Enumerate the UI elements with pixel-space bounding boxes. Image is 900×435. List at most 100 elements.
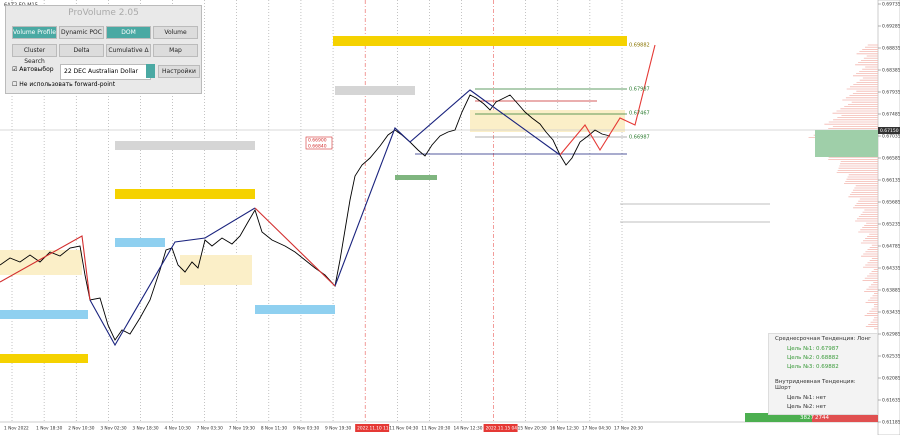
price-label: 0.64785	[882, 244, 900, 250]
zone	[395, 175, 437, 180]
zone	[0, 354, 88, 363]
volume-profile-poc	[815, 130, 878, 157]
time-label: 1 Nov 18:30	[36, 426, 63, 432]
price-axis-bg	[877, 0, 900, 435]
medium-target: Цель №1: 0.67987	[787, 346, 839, 352]
auto-label: Автовыбор	[19, 66, 54, 73]
price-label: 0.63435	[882, 310, 900, 316]
time-label: 2022.11.10 11:30	[357, 426, 396, 432]
settings-button[interactable]: Настройки	[158, 65, 200, 78]
panel-button[interactable]: Dynamic POC	[59, 26, 104, 39]
price-label: 0.68385	[882, 68, 900, 74]
zone	[0, 250, 82, 275]
info-box: Среднесрочная Тенденция: Лонг Цель №1: 0…	[768, 333, 878, 415]
time-label: 9 Nov 03:30	[293, 426, 320, 432]
current-price: 0.67150	[880, 128, 899, 134]
forward-label: Не использовать forward-point	[19, 81, 116, 88]
price-label: 0.67485	[882, 112, 900, 118]
time-label: 3 Nov 18:30	[132, 426, 159, 432]
volume-bar	[745, 413, 878, 422]
time-label: 14 Nov 12:30	[453, 426, 482, 432]
price-label: 0.62085	[882, 376, 900, 382]
zone	[115, 238, 165, 247]
price-label: 0.69735	[882, 2, 900, 8]
panel-button[interactable]: Cluster Search	[12, 44, 57, 65]
medium-trend: Среднесрочная Тенденция: Лонг	[775, 335, 871, 342]
intraday-trend: Внутридневная Тенденция: Шорт	[775, 378, 856, 391]
time-highlight	[355, 424, 390, 432]
panel-button[interactable]: Map	[153, 44, 198, 57]
price-label: 0.61635	[882, 398, 900, 404]
zone	[115, 141, 255, 150]
level-label: 0.67467	[629, 111, 650, 117]
forward-checkbox[interactable]: ☐ Не использовать forward-point	[12, 81, 116, 88]
time-label: 4 Nov 10:30	[165, 426, 192, 432]
zone	[0, 310, 88, 319]
level-label: 0.67987	[629, 87, 650, 93]
auto-checkbox[interactable]: ☑ Автовыбор	[12, 66, 54, 73]
price-label: 0.65685	[882, 200, 900, 206]
panel-button[interactable]: Volume	[153, 26, 198, 39]
time-label: 11 Nov 20:30	[421, 426, 450, 432]
zone	[115, 189, 255, 199]
panel-button[interactable]: Volume Profile	[12, 26, 57, 39]
zone	[255, 305, 335, 314]
buy-volume: 3827	[800, 415, 814, 421]
select-arrow[interactable]	[146, 64, 155, 78]
zone	[180, 255, 252, 285]
volume-bar	[812, 413, 878, 422]
zone	[333, 36, 627, 46]
panel-title: ProVolume 2.05	[68, 8, 139, 18]
zigzag-red	[254, 207, 336, 287]
sell-volume: 2744	[815, 415, 829, 421]
time-highlight	[483, 424, 518, 432]
medium-target: Цель №3: 0.69882	[787, 364, 839, 370]
time-label: 2022.11.15 04:30	[486, 426, 525, 432]
panel-button[interactable]: Delta	[59, 44, 104, 57]
price-label: 0.61185	[882, 420, 900, 426]
price-label: 0.67935	[882, 90, 900, 96]
medium-target: Цель №2: 0.68882	[787, 355, 839, 361]
time-label: 15 Nov 20:30	[518, 426, 547, 432]
zones	[0, 36, 878, 422]
time-label: 7 Nov 03:30	[197, 426, 224, 432]
box-level-label: 0.66900	[308, 138, 327, 144]
provolume-panel: ProVolume 2.05 Volume Profile Dynamic POC…	[5, 5, 202, 94]
time-label: 2 Nov 10:30	[68, 426, 95, 432]
time-label: 9 Nov 19:30	[325, 426, 352, 432]
zone	[470, 110, 625, 132]
time-label: 17 Nov 04:30	[582, 426, 611, 432]
price-box	[305, 136, 333, 150]
panel-button[interactable]: Cumulative Δ	[106, 44, 151, 57]
panel-button[interactable]: DOM	[106, 26, 151, 39]
intraday-target: Цель №1: нет	[787, 395, 827, 401]
instrument-select[interactable]: 22 DEC Australian Dollar	[60, 64, 151, 80]
forecast	[559, 44, 656, 156]
zigzag-up	[334, 89, 561, 287]
zigzag-red	[0, 235, 91, 301]
time-label: 11 Nov 04:30	[389, 426, 418, 432]
time-label: 8 Nov 11:30	[261, 426, 288, 432]
level-label: 0.66987	[629, 135, 650, 141]
price-label: 0.67035	[882, 134, 900, 140]
price-label: 0.63885	[882, 288, 900, 294]
time-label: 7 Nov 19:30	[229, 426, 256, 432]
price-label: 0.64335	[882, 266, 900, 272]
price-label: 0.62985	[882, 332, 900, 338]
zone	[335, 86, 415, 95]
time-label: 16 Nov 12:30	[550, 426, 579, 432]
time-label: 3 Nov 02:30	[100, 426, 127, 432]
time-label: 1 Nov 2022	[4, 426, 29, 432]
current-price-tag	[878, 127, 900, 134]
level-lines	[0, 88, 878, 223]
intraday-target: Цель №2: нет	[787, 404, 827, 410]
price-label: 0.66585	[882, 156, 900, 162]
price-label: 0.69285	[882, 24, 900, 30]
box-level-label: 0.66840	[308, 144, 327, 150]
time-label: 17 Nov 20:30	[614, 426, 643, 432]
level-label: 0.69882	[629, 43, 650, 49]
price-label: 0.68835	[882, 46, 900, 52]
price-label: 0.65235	[882, 222, 900, 228]
zigzag-down	[89, 207, 256, 347]
